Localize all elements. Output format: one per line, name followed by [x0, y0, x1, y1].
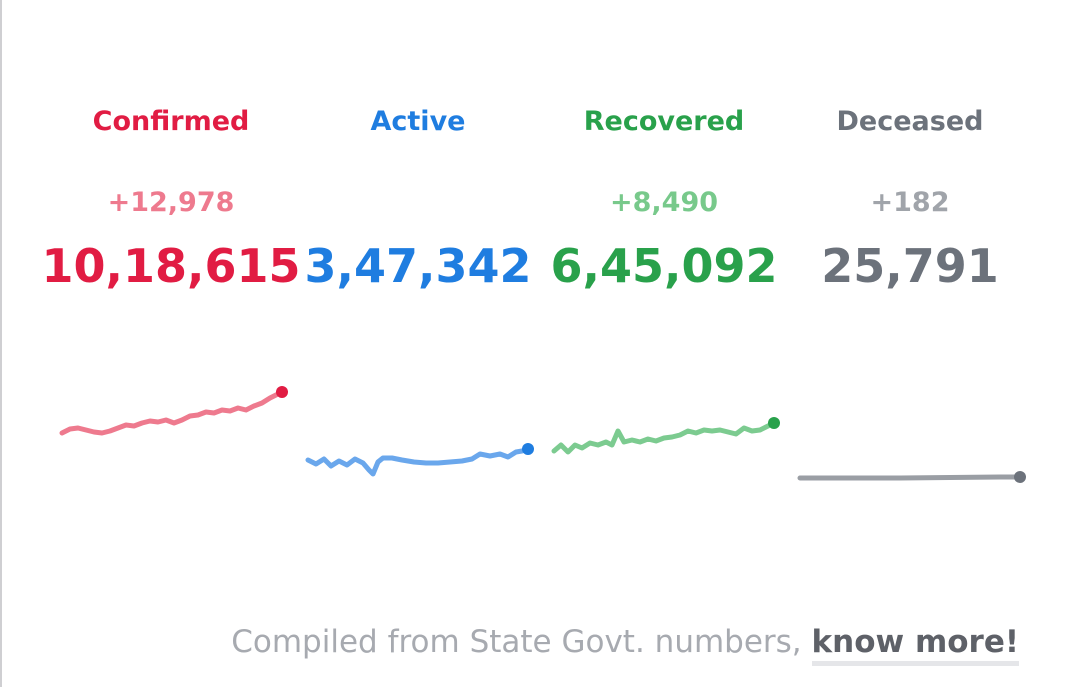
- sparkline-confirmed: [59, 386, 288, 436]
- footer-note: Compiled from State Govt. numbers, know …: [231, 620, 1019, 666]
- stat-delta: +12,978: [107, 187, 235, 218]
- sparkline-active: [305, 443, 534, 477]
- sparkline-deceased-dot: [1014, 471, 1026, 483]
- stat-delta: +8,490: [609, 187, 719, 218]
- sparkline-recovered-line: [551, 420, 777, 455]
- footer-text: Compiled from State Govt. numbers,: [231, 624, 812, 660]
- sparkline-recovered: [551, 417, 780, 455]
- sparkline-confirmed-dot: [276, 386, 288, 398]
- stat-total: 10,18,615: [41, 239, 301, 293]
- stat-total: 25,791: [821, 239, 999, 293]
- stat-title: Recovered: [583, 106, 745, 137]
- stat-delta: +182: [870, 187, 950, 218]
- left-divider: [0, 0, 2, 687]
- sparkline-active-line: [305, 446, 531, 477]
- stat-title: Deceased: [836, 106, 984, 137]
- stat-total: 6,45,092: [550, 239, 778, 293]
- stat-title: Confirmed: [92, 106, 250, 137]
- know-more-link[interactable]: know more!: [811, 624, 1019, 666]
- stat-title: Active: [370, 106, 466, 137]
- sparkline-recovered-dot: [768, 417, 780, 429]
- sparkline-confirmed-line: [59, 389, 285, 436]
- stat-total: 3,47,342: [304, 239, 532, 293]
- sparkline-active-dot: [522, 443, 534, 455]
- sparkline-deceased-line: [797, 474, 1023, 481]
- sparkline-deceased: [797, 471, 1026, 483]
